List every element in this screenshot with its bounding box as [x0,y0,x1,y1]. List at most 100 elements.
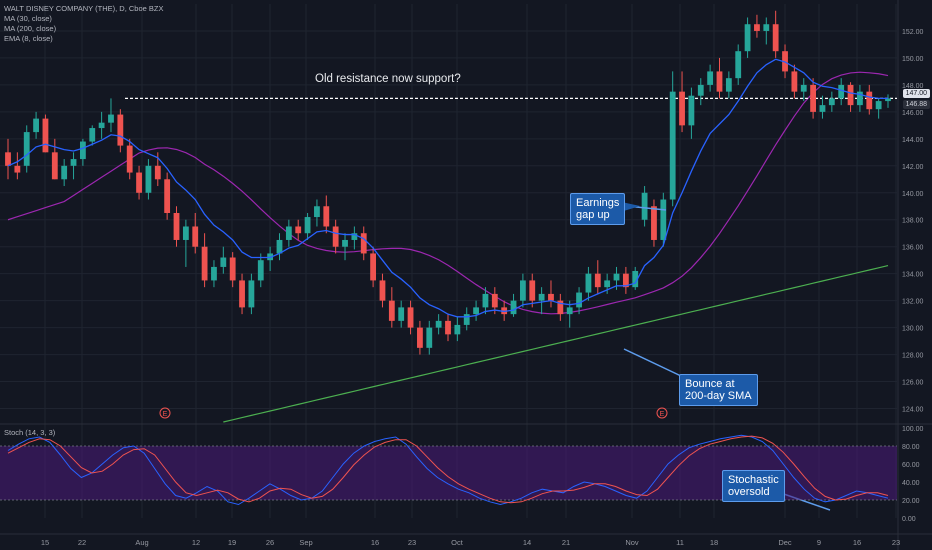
x-tick-label: 14 [523,538,531,547]
candle [370,246,377,288]
earnings-callout-line1: Earnings [576,197,620,209]
candle [51,138,58,180]
candle [379,273,386,308]
candle [585,266,592,301]
candle-body [445,320,451,335]
x-tick-label: 19 [228,538,236,547]
candle-body [398,307,405,321]
candle [435,314,442,335]
candle-body [117,114,124,146]
candle [548,280,554,308]
candle-body [14,165,21,173]
stochastic-y-tick: 0.00 [902,516,916,523]
candle-body [735,51,742,79]
y-tick-label: 130.00 [902,326,924,333]
candle [42,114,49,153]
candle-body [669,91,676,200]
candle-body [435,320,442,328]
candle-body [342,239,348,247]
candle-body [323,206,330,227]
stochastic-callout-line1: Stochastic [728,474,779,486]
candle [164,172,171,220]
ma30-line [7,71,889,315]
y-tick-label: 144.00 [902,137,924,144]
candle [557,293,564,321]
candle [61,159,68,187]
x-tick-label: Nov [625,538,639,547]
candle-body [501,307,508,315]
stochastic-y-tick: 40.00 [902,480,920,487]
candle-body [229,257,236,281]
candle-body [332,226,339,247]
candle-body [33,118,39,133]
candle-body [548,293,554,301]
earnings-marker: E [656,407,668,419]
candle-body [641,192,648,220]
legend-symbol: WALT DISNEY COMPANY (THE), D, Cboe BZX [4,4,164,13]
candle-body [754,24,760,31]
y-tick-label: 150.00 [902,56,924,63]
x-tick-label: 23 [892,538,900,547]
y-tick-label: 148.00 [902,83,924,90]
candle [800,78,807,102]
candle-body [744,24,751,52]
candle-body [857,91,863,106]
candle [669,71,676,207]
x-tick-label: 11 [676,538,684,547]
candle-body [98,122,105,129]
candle [819,95,826,119]
candle-body [847,84,854,106]
candle [33,111,39,139]
candle-body [707,71,714,85]
candle-body [725,78,732,92]
x-tick-label: Dec [778,538,792,547]
candle [754,14,760,38]
candle-body [304,217,311,234]
x-tick-label: 18 [710,538,718,547]
candle [220,246,227,274]
candle [622,266,629,294]
candle-body [89,128,96,142]
candle-body [510,300,517,315]
candle [257,253,264,288]
earnings-marker-circle [656,407,668,419]
stochastic-y-tick: 100.00 [902,426,924,433]
candle-body [220,257,227,267]
candle [660,192,667,247]
legend-ma30: MA (30, close) [4,14,52,23]
candle [276,233,283,261]
candle [697,78,704,106]
earnings-marker: E [159,407,171,419]
stochastic-y-tick: 20.00 [902,498,920,505]
candle [529,273,536,308]
candle [388,287,395,328]
candle [866,84,873,115]
stochastic-callout-line2: oversold [728,486,770,498]
candle-body [388,300,395,321]
stochastic-legend: Stoch (14, 3, 3) [4,428,56,437]
candle [239,273,245,315]
candle-body [491,293,498,308]
candle-body [426,327,433,348]
candle-body [192,226,199,247]
candle [295,219,302,240]
y-tick-label: 146.00 [902,110,924,117]
candle [70,152,77,180]
candle-body [370,253,377,281]
candle-body [875,101,882,110]
candle [763,17,770,45]
candle [501,300,508,321]
candle [454,316,461,342]
x-tick-label: Oct [451,538,464,547]
candle-body [482,293,489,308]
candle [791,64,798,99]
candle-body [314,206,320,218]
candle-body [239,280,245,308]
y-tick-label: 132.00 [902,299,924,306]
candle [117,109,124,153]
candle [332,219,339,254]
candle-body [136,172,142,193]
candle [519,273,526,308]
candle-body [688,95,695,126]
